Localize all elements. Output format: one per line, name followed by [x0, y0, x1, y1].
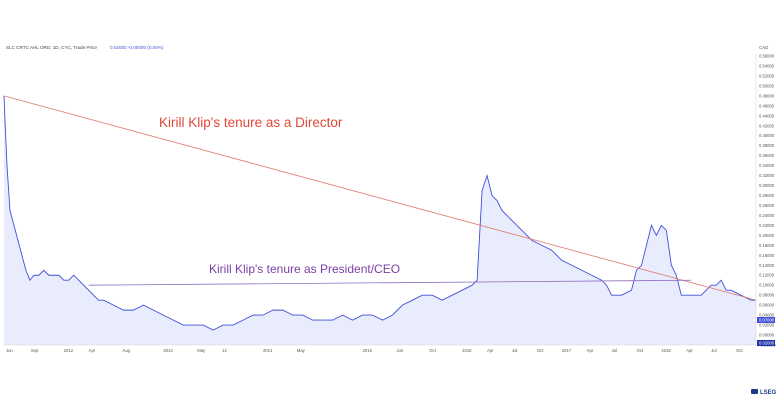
director-annotation: Kirill Klip's tenure as a Director: [159, 115, 343, 130]
y-tick-label: 0.48000: [759, 93, 775, 98]
price-readout: 0.02000 -0.00000 (0.00%): [110, 45, 164, 50]
price-line: [3, 95, 756, 331]
x-tick-label: Jun: [396, 348, 403, 353]
lseg-icon: [751, 389, 758, 394]
x-tick-label: Apr: [587, 348, 594, 353]
y-tick-label: 0.54000: [759, 63, 775, 68]
x-tick-label: May: [197, 348, 206, 353]
y-tick-label: 0.38000: [759, 143, 775, 148]
x-tick-label: May: [297, 348, 306, 353]
y-tick-label: 0.34000: [759, 163, 775, 168]
lseg-label: LSEG: [760, 390, 777, 396]
symbol-line: SLC CRTC AHL ORD, 1D, CYC, Trade Price: [6, 45, 97, 50]
y-tick-label: 0.24000: [759, 213, 775, 218]
currency-label: CAD: [759, 45, 768, 50]
y-tick-label: 0.20000: [759, 233, 775, 238]
x-tick-label: Sep: [31, 348, 39, 353]
y-tick-label: 0.36000: [759, 153, 775, 158]
president-annotation: Kirill Klip's tenure as President/CEO: [209, 262, 400, 276]
x-tick-label: 2015: [363, 348, 373, 353]
y-tick-label: 0.56000: [759, 54, 775, 59]
x-tick-label: 2013: [163, 348, 173, 353]
x-tick-label: 12: [222, 348, 227, 353]
y-tick-label: 0.26000: [759, 203, 775, 208]
y-tick-label: 0.32000: [759, 173, 775, 178]
x-tick-label: Apr: [487, 348, 494, 353]
y-tick-label: 0.14000: [759, 263, 775, 268]
x-tick-label: 2017: [562, 348, 572, 353]
x-tick-label: Jul: [711, 348, 716, 353]
x-tick-label: 2012: [64, 348, 74, 353]
y-tick-label: 0.02000: [759, 323, 775, 328]
y-tick-label: 0.16000: [759, 253, 775, 258]
price-badge-lower: 0.02000: [757, 340, 775, 346]
x-tick-label: Aug: [123, 348, 131, 353]
y-tick-label: 0.42000: [759, 123, 775, 128]
director-tenure-line: [3, 95, 757, 301]
y-tick-label: 0.08000: [759, 293, 775, 298]
plot-area[interactable]: Kirill Klip's tenure as a Director Kiril…: [3, 53, 757, 345]
y-tick-label: 0.12000: [759, 273, 775, 278]
x-tick-label: 2016: [462, 348, 472, 353]
x-tick-label: Oct: [736, 348, 743, 353]
x-tick-label: Oct: [636, 348, 643, 353]
x-tick-label: Apr: [686, 348, 693, 353]
y-tick-label: 0.06000: [759, 303, 775, 308]
x-tick-label: Oct: [537, 348, 544, 353]
y-tick-label: 0.04000: [759, 313, 775, 318]
price-badge-lower-text: 0.02000: [759, 341, 775, 346]
y-tick-label: 0.10000: [759, 283, 775, 288]
x-tick-label: Oct: [429, 348, 436, 353]
x-axis: Jun Sep 2012 Apr Aug 2013 May 12 2014 May 2015 Jun O…: [6, 348, 743, 353]
x-tick-label: 2014: [263, 348, 273, 353]
price-badge-upper: 0.07000: [757, 317, 775, 323]
y-tick-label: 0.30000: [759, 183, 775, 188]
chart-header: SLC CRTC AHL ORD, 1D, CYC, Trade Price 0…: [6, 45, 164, 50]
price-area: [4, 95, 756, 345]
x-tick-label: Apr: [89, 348, 96, 353]
president-tenure-line: [88, 279, 692, 286]
lseg-logo: LSEG: [751, 389, 777, 396]
y-tick-label: 0.46000: [759, 103, 775, 108]
x-tick-label: 2018: [661, 348, 671, 353]
y-tick-label: 0.52000: [759, 73, 775, 78]
price-badge-upper-text: 0.07000: [759, 318, 775, 323]
x-tick-label: Jun: [6, 348, 13, 353]
x-tick-label: Jul: [512, 348, 517, 353]
y-tick-label: 0.50000: [759, 83, 775, 88]
y-tick-label: 0.00000: [759, 333, 775, 338]
x-tick-label: Jul: [612, 348, 617, 353]
y-tick-label: 0.18000: [759, 243, 775, 248]
y-tick-label: 0.22000: [759, 223, 775, 228]
y-tick-label: 0.28000: [759, 193, 775, 198]
y-axis: 0.56000 0.54000 0.52000 0.50000 0.48000 0.460…: [759, 54, 776, 348]
y-tick-label: 0.40000: [759, 133, 775, 138]
y-tick-label: 0.44000: [759, 113, 775, 118]
